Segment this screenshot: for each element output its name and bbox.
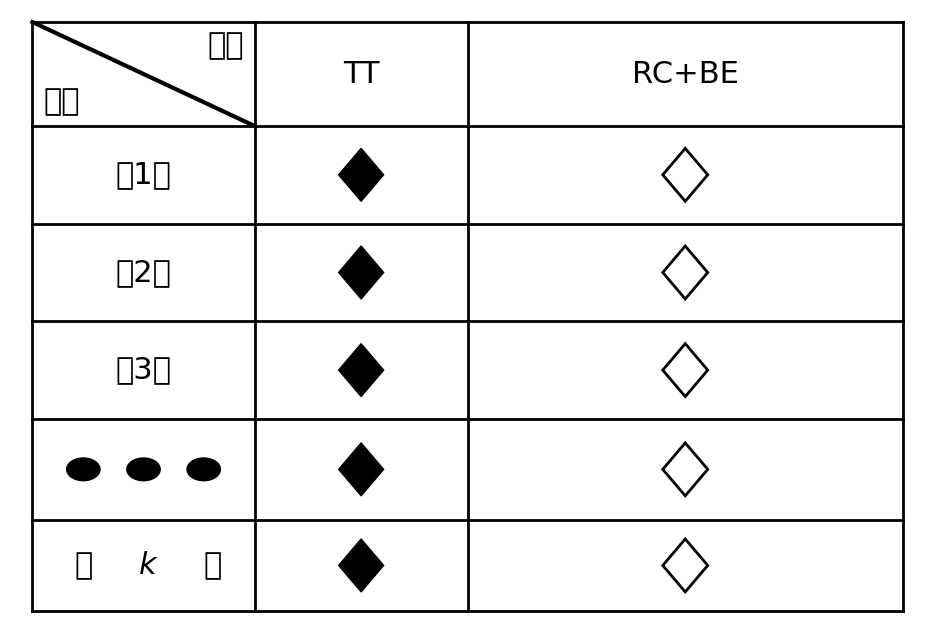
Text: TT: TT	[343, 59, 380, 89]
Polygon shape	[339, 539, 383, 592]
Polygon shape	[663, 246, 707, 299]
Text: 第3行: 第3行	[116, 355, 171, 385]
Polygon shape	[663, 443, 707, 496]
Text: 第: 第	[74, 551, 93, 580]
Polygon shape	[663, 343, 707, 397]
Circle shape	[187, 458, 220, 481]
Circle shape	[67, 458, 100, 481]
Text: 第1行: 第1行	[116, 160, 171, 190]
Polygon shape	[339, 343, 383, 397]
Polygon shape	[339, 149, 383, 201]
Polygon shape	[663, 539, 707, 592]
Text: 列号: 列号	[207, 32, 244, 60]
Polygon shape	[663, 149, 707, 201]
Text: k: k	[139, 551, 157, 580]
Polygon shape	[339, 246, 383, 299]
Text: 行: 行	[204, 551, 222, 580]
Text: RC+BE: RC+BE	[632, 59, 739, 89]
Polygon shape	[339, 443, 383, 496]
Circle shape	[127, 458, 160, 481]
Text: 第2行: 第2行	[116, 258, 171, 287]
Text: 行号: 行号	[44, 88, 80, 117]
